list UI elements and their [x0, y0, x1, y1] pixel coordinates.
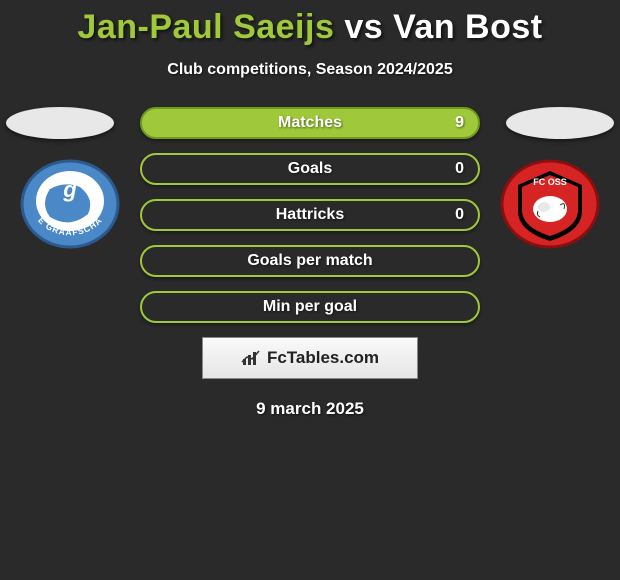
stat-value-right: 9 [455, 114, 464, 132]
brand-box: FcTables.com [202, 337, 418, 379]
de-graafschap-crest: g DE GRAAFSCHAP [20, 159, 120, 249]
stat-label: Goals [288, 160, 332, 178]
stat-label: Hattricks [276, 206, 344, 224]
stat-bar-min-per-goal: Min per goal [140, 291, 480, 323]
svg-text:g: g [62, 177, 77, 202]
bar-chart-icon [241, 349, 263, 367]
right-team-ellipse [506, 107, 614, 139]
stat-bar-matches: Matches 9 [140, 107, 480, 139]
comparison-title: Jan-Paul Saeijs vs Van Bost [0, 0, 620, 47]
stat-label: Min per goal [263, 298, 357, 316]
player2-name: Van Bost [393, 8, 542, 46]
player1-name: Jan-Paul Saeijs [77, 8, 334, 46]
stat-label: Matches [278, 114, 342, 132]
vs-text: vs [344, 8, 383, 46]
stat-label: Goals per match [247, 252, 372, 270]
left-team-ellipse [6, 107, 114, 139]
content-area: g DE GRAAFSCHAP FC OSS Matches 9 Goals 0 [0, 107, 620, 419]
stat-bar-hattricks: Hattricks 0 [140, 199, 480, 231]
stat-value-right: 0 [455, 160, 464, 178]
stat-value-right: 0 [455, 206, 464, 224]
brand-text: FcTables.com [267, 348, 379, 368]
stat-bar-goals: Goals 0 [140, 153, 480, 185]
fc-oss-crest: FC OSS [500, 159, 600, 249]
date-text: 9 march 2025 [0, 399, 620, 419]
subtitle: Club competitions, Season 2024/2025 [0, 61, 620, 79]
stat-bar-goals-per-match: Goals per match [140, 245, 480, 277]
svg-text:FC OSS: FC OSS [533, 177, 567, 187]
stat-bars: Matches 9 Goals 0 Hattricks 0 Goals per … [140, 107, 480, 323]
